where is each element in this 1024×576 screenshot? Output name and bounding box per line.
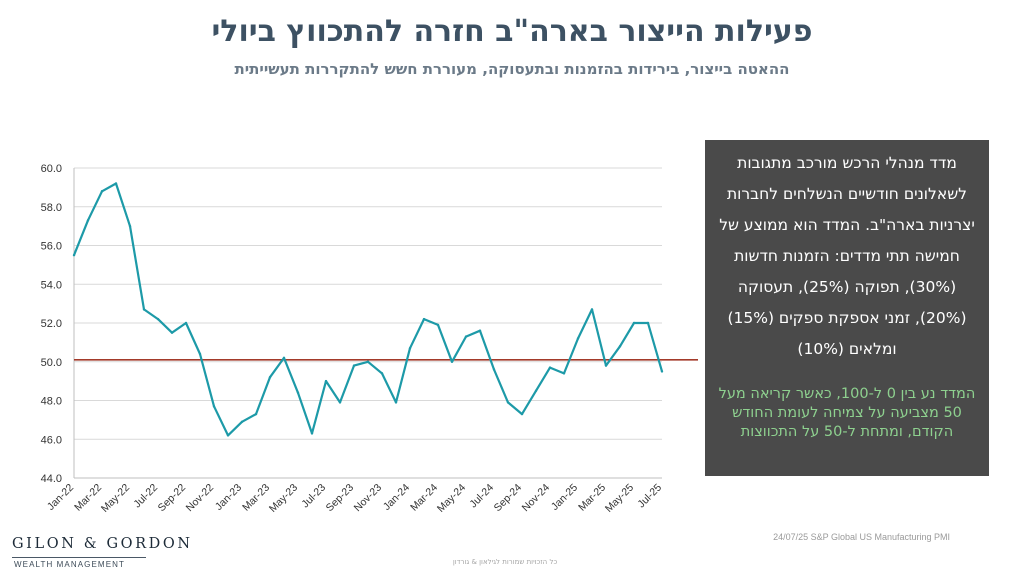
y-tick-label: 56.0	[41, 241, 62, 253]
source-note: 24/07/25 S&P Global US Manufacturing PMI	[773, 532, 950, 542]
y-tick-label: 48.0	[41, 396, 62, 408]
logo-tagline: WEALTH MANAGEMENT	[14, 560, 126, 569]
data-point	[520, 412, 524, 416]
data-point	[604, 364, 608, 367]
panel-description: מדד מנהלי הרכש מורכב מתגובות לשאלונים חו…	[719, 154, 975, 358]
data-point	[548, 366, 552, 369]
chart-subtitle: ההאטה בייצור, בירידות בהזמנות ובתעסוקה, …	[234, 60, 790, 78]
data-point	[72, 253, 76, 257]
data-point	[632, 321, 636, 325]
y-tick-label: 60.0	[41, 163, 62, 175]
y-tick-label: 44.0	[41, 473, 62, 485]
logo-divider	[12, 557, 146, 558]
y-tick-label: 52.0	[41, 318, 62, 330]
data-point	[338, 401, 342, 404]
x-tick-label: Sep-22	[156, 482, 189, 515]
x-tick-label: Mar-25	[576, 482, 608, 514]
x-tick-label: May-22	[99, 482, 132, 515]
data-point	[324, 379, 328, 383]
data-point	[100, 190, 104, 193]
data-point	[282, 356, 286, 360]
data-point	[212, 405, 216, 408]
x-tick-label: Mar-22	[72, 482, 104, 514]
data-point	[380, 372, 384, 375]
pmi-series-line	[72, 182, 664, 437]
data-point	[114, 182, 118, 185]
pmi-explanation-panel: מדד מנהלי הרכש מורכב מתגובות לשאלונים חו…	[705, 140, 989, 476]
data-point	[366, 360, 370, 363]
x-tick-label: Jan-25	[549, 482, 580, 513]
x-tick-label: Nov-24	[520, 482, 553, 515]
grid-lines	[73, 167, 662, 479]
copyright-footer: כל הזכויות שמורות לגילאון & גורדון	[452, 558, 558, 566]
data-point	[156, 317, 160, 321]
x-tick-label: Jul-25	[635, 482, 664, 511]
x-tick-label: Jan-23	[213, 482, 244, 513]
data-point	[352, 364, 356, 367]
series-line-group	[72, 182, 664, 437]
y-axis-ticks: 44.0 46.0 48.0 50.0 52.0 54.0 56.0 58.0 60.0	[41, 163, 62, 485]
data-point	[240, 420, 244, 424]
y-tick-label: 58.0	[41, 202, 62, 214]
x-tick-label: Jan-24	[381, 482, 412, 513]
data-point	[408, 346, 412, 350]
x-tick-label: Sep-24	[492, 482, 525, 515]
data-point	[86, 219, 90, 222]
x-tick-label: Nov-23	[352, 482, 385, 515]
data-point	[296, 391, 300, 394]
data-point	[590, 308, 594, 311]
data-point	[310, 432, 314, 435]
data-point	[478, 329, 482, 332]
x-tick-label: Nov-22	[184, 482, 217, 515]
chart-title: פעילות הייצור בארה"ב חזרה להתכווץ ביולי	[211, 14, 813, 49]
data-point	[184, 321, 188, 325]
y-tick-label: 46.0	[41, 434, 62, 446]
data-point	[534, 389, 538, 393]
data-point	[618, 345, 622, 348]
data-point	[646, 321, 650, 325]
data-point	[492, 368, 496, 371]
x-tick-label: May-25	[603, 482, 636, 515]
x-tick-label: Mar-23	[240, 482, 272, 514]
data-point	[422, 317, 426, 321]
data-point	[436, 323, 440, 327]
data-point	[142, 308, 146, 311]
x-tick-label: May-23	[267, 482, 300, 515]
data-point	[254, 412, 258, 416]
data-point	[128, 224, 132, 228]
data-point	[394, 401, 398, 404]
y-tick-label: 50.0	[41, 357, 62, 369]
data-point	[562, 372, 566, 375]
x-tick-label: Mar-24	[408, 482, 440, 514]
panel-note: המדד נע בין 0 ל-100, כאשר קריאה מעל 50 מ…	[718, 386, 976, 440]
company-logo: GILON & GORDON WEALTH MANAGEMENT	[12, 532, 190, 572]
data-point	[576, 337, 580, 340]
logo-name: GILON & GORDON	[12, 536, 193, 552]
data-point	[506, 401, 510, 404]
pmi-line-chart: 44.0 46.0 48.0 50.0 52.0 54.0 56.0 58.0 60.0 Jan…	[41, 163, 698, 515]
data-point	[660, 370, 664, 373]
data-point	[170, 331, 174, 334]
data-point	[198, 352, 202, 356]
x-tick-label: May-24	[435, 482, 468, 515]
data-point	[226, 434, 230, 437]
y-tick-label: 54.0	[41, 279, 62, 291]
x-tick-label: Jan-22	[45, 482, 76, 513]
data-point	[464, 335, 468, 338]
data-point	[450, 360, 454, 363]
x-tick-label: Sep-23	[324, 482, 357, 515]
data-point	[268, 376, 272, 379]
